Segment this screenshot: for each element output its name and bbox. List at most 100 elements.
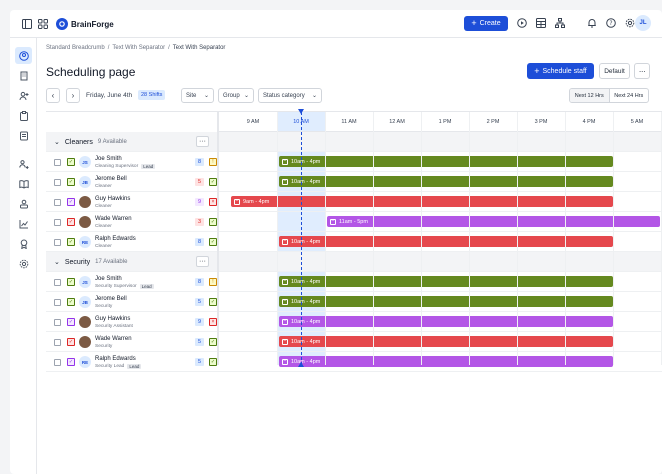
user-avatar[interactable]: JL	[635, 15, 651, 31]
next-day-button[interactable]: ›	[66, 88, 80, 103]
shift-bar[interactable]: −10am - 4pm	[279, 156, 613, 167]
shift-minus-icon[interactable]: −	[282, 358, 288, 365]
staff-name[interactable]: Guy Hawkins	[95, 196, 131, 202]
shift-minus-icon[interactable]: −	[282, 278, 288, 285]
shift-minus-icon[interactable]: −	[282, 318, 288, 325]
shift-minus-icon[interactable]: −	[330, 218, 336, 225]
staff-row: ✓ JS Joe Smith Security Supervisor Lead …	[46, 272, 662, 292]
shift-time: 10am - 4pm	[291, 298, 321, 305]
row-checkbox[interactable]	[54, 219, 61, 226]
shift-bar[interactable]: −9am - 4pm	[231, 196, 613, 207]
schedule-staff-button[interactable]: + Schedule staff	[527, 63, 594, 79]
staff-name[interactable]: Wade Warren	[95, 336, 132, 342]
sidebar-item-settings[interactable]	[15, 255, 32, 272]
shift-time: 10am - 4pm	[291, 358, 321, 365]
staff-name[interactable]: Ralph Edwards	[95, 356, 136, 362]
sidebar-item-profile[interactable]	[15, 47, 32, 64]
apps-grid-icon[interactable]	[36, 17, 50, 31]
staff-role-line: Security Lead Lead	[95, 364, 142, 369]
shift-bar[interactable]: −10am - 4pm	[279, 276, 613, 287]
panel-toggle-icon[interactable]	[20, 17, 34, 31]
row-checkbox[interactable]	[54, 299, 61, 306]
hour-label: 5 AM	[630, 119, 644, 125]
chevron-down-icon[interactable]: ⌄	[54, 139, 60, 146]
shift-minus-icon[interactable]: −	[234, 198, 240, 205]
row-checkbox[interactable]	[54, 239, 61, 246]
staff-name[interactable]: Ralph Edwards	[95, 236, 136, 242]
shift-minus-icon[interactable]: −	[282, 298, 288, 305]
row-checkbox[interactable]	[54, 359, 61, 366]
availability-flag-icon: !	[209, 278, 217, 286]
sidebar-item-badge[interactable]	[15, 235, 32, 252]
staff-role: Security Assistant	[95, 324, 133, 329]
brand[interactable]: BrainForge	[56, 18, 114, 30]
badge-icon	[20, 239, 27, 249]
default-view-button[interactable]: Default	[599, 63, 630, 79]
staff-name[interactable]: Jerome Bell	[95, 176, 127, 182]
shift-bar[interactable]: −10am - 4pm	[279, 176, 613, 187]
bell-icon[interactable]	[586, 16, 598, 30]
shift-bar[interactable]: −10am - 4pm	[279, 296, 613, 307]
site-filter-dropdown[interactable]: Site ⌄	[181, 88, 214, 103]
table-icon[interactable]	[535, 16, 547, 30]
shift-time: 10am - 4pm	[291, 178, 321, 185]
hour-label: 3 PM	[534, 119, 548, 125]
staff-row: ✓ JB Jerome Bell Cleaner 5 ✓	[46, 172, 662, 192]
row-checkbox[interactable]	[54, 179, 61, 186]
sidebar-item-users[interactable]	[15, 155, 32, 172]
availability-flag-icon: ×	[209, 198, 217, 206]
staff-name[interactable]: Jerome Bell	[95, 296, 127, 302]
group-filter-dropdown[interactable]: Group ⌄	[218, 88, 254, 103]
group-row[interactable]: ⌄ Cleaners 9 Available ···	[46, 132, 662, 152]
status-category-dropdown[interactable]: Status category ⌄	[258, 88, 322, 103]
staff-name[interactable]: Wade Warren	[95, 216, 132, 222]
breadcrumb-item[interactable]: Text With Separator	[112, 45, 166, 51]
staff-role-line: Cleaner	[95, 204, 112, 209]
group-row[interactable]: ⌄ Security 17 Available ···	[46, 252, 662, 272]
avatar-initials: JB	[82, 179, 88, 185]
user-plus-icon	[19, 91, 28, 100]
row-checkbox[interactable]	[54, 339, 61, 346]
prev-day-button[interactable]: ‹	[46, 88, 60, 103]
group-more-button[interactable]: ···	[196, 136, 209, 147]
sidebar-item-list[interactable]	[15, 127, 32, 144]
staff-role: Cleaner	[95, 224, 112, 229]
shift-minus-icon[interactable]: −	[282, 158, 288, 165]
staff-name[interactable]: Joe Smith	[95, 276, 122, 282]
breadcrumb-item[interactable]: Standard Breadcrumb	[46, 45, 105, 51]
range-next-12[interactable]: Next 12 Hrs	[570, 89, 610, 102]
gear-icon[interactable]	[624, 16, 636, 30]
help-icon[interactable]: ?	[605, 16, 617, 30]
staff-row: ✓ Guy Hawkins Security Assistant 9 ×	[46, 312, 662, 332]
shift-bar[interactable]: −10am - 4pm	[279, 356, 613, 367]
range-next-24[interactable]: Next 24 Hrs	[614, 92, 644, 99]
row-checkbox[interactable]	[54, 199, 61, 206]
hour-gridline	[277, 112, 278, 365]
sidebar-item-team[interactable]	[15, 195, 32, 212]
row-checkbox[interactable]	[54, 159, 61, 166]
shift-minus-icon[interactable]: −	[282, 238, 288, 245]
shift-bar[interactable]: −10am - 4pm	[279, 236, 613, 247]
sidebar-item-book[interactable]	[15, 175, 32, 192]
staff-name[interactable]: Joe Smith	[95, 156, 122, 162]
shift-minus-icon[interactable]: −	[282, 338, 288, 345]
row-checkbox[interactable]	[54, 279, 61, 286]
more-options-button[interactable]: ···	[634, 63, 650, 79]
play-circle-icon[interactable]	[516, 16, 528, 30]
staff-name[interactable]: Guy Hawkins	[95, 316, 131, 322]
shift-bar[interactable]: −11am - 5pm	[327, 216, 660, 227]
sidebar-item-add-user[interactable]	[15, 87, 32, 104]
create-button[interactable]: + Create	[464, 16, 508, 31]
group-more-button[interactable]: ···	[196, 256, 209, 267]
shift-minus-icon[interactable]: −	[282, 178, 288, 185]
availability-flag-icon: !	[209, 158, 217, 166]
sidebar-item-building[interactable]	[15, 67, 32, 84]
avatar: JB	[79, 176, 91, 188]
chevron-down-icon[interactable]: ⌄	[54, 259, 60, 266]
org-chart-icon[interactable]	[554, 16, 566, 30]
shift-bar[interactable]: −10am - 4pm	[279, 336, 613, 347]
sidebar-item-clipboard[interactable]	[15, 107, 32, 124]
sidebar-item-analytics[interactable]	[15, 215, 32, 232]
shift-bar[interactable]: −10am - 4pm	[279, 316, 613, 327]
row-checkbox[interactable]	[54, 319, 61, 326]
